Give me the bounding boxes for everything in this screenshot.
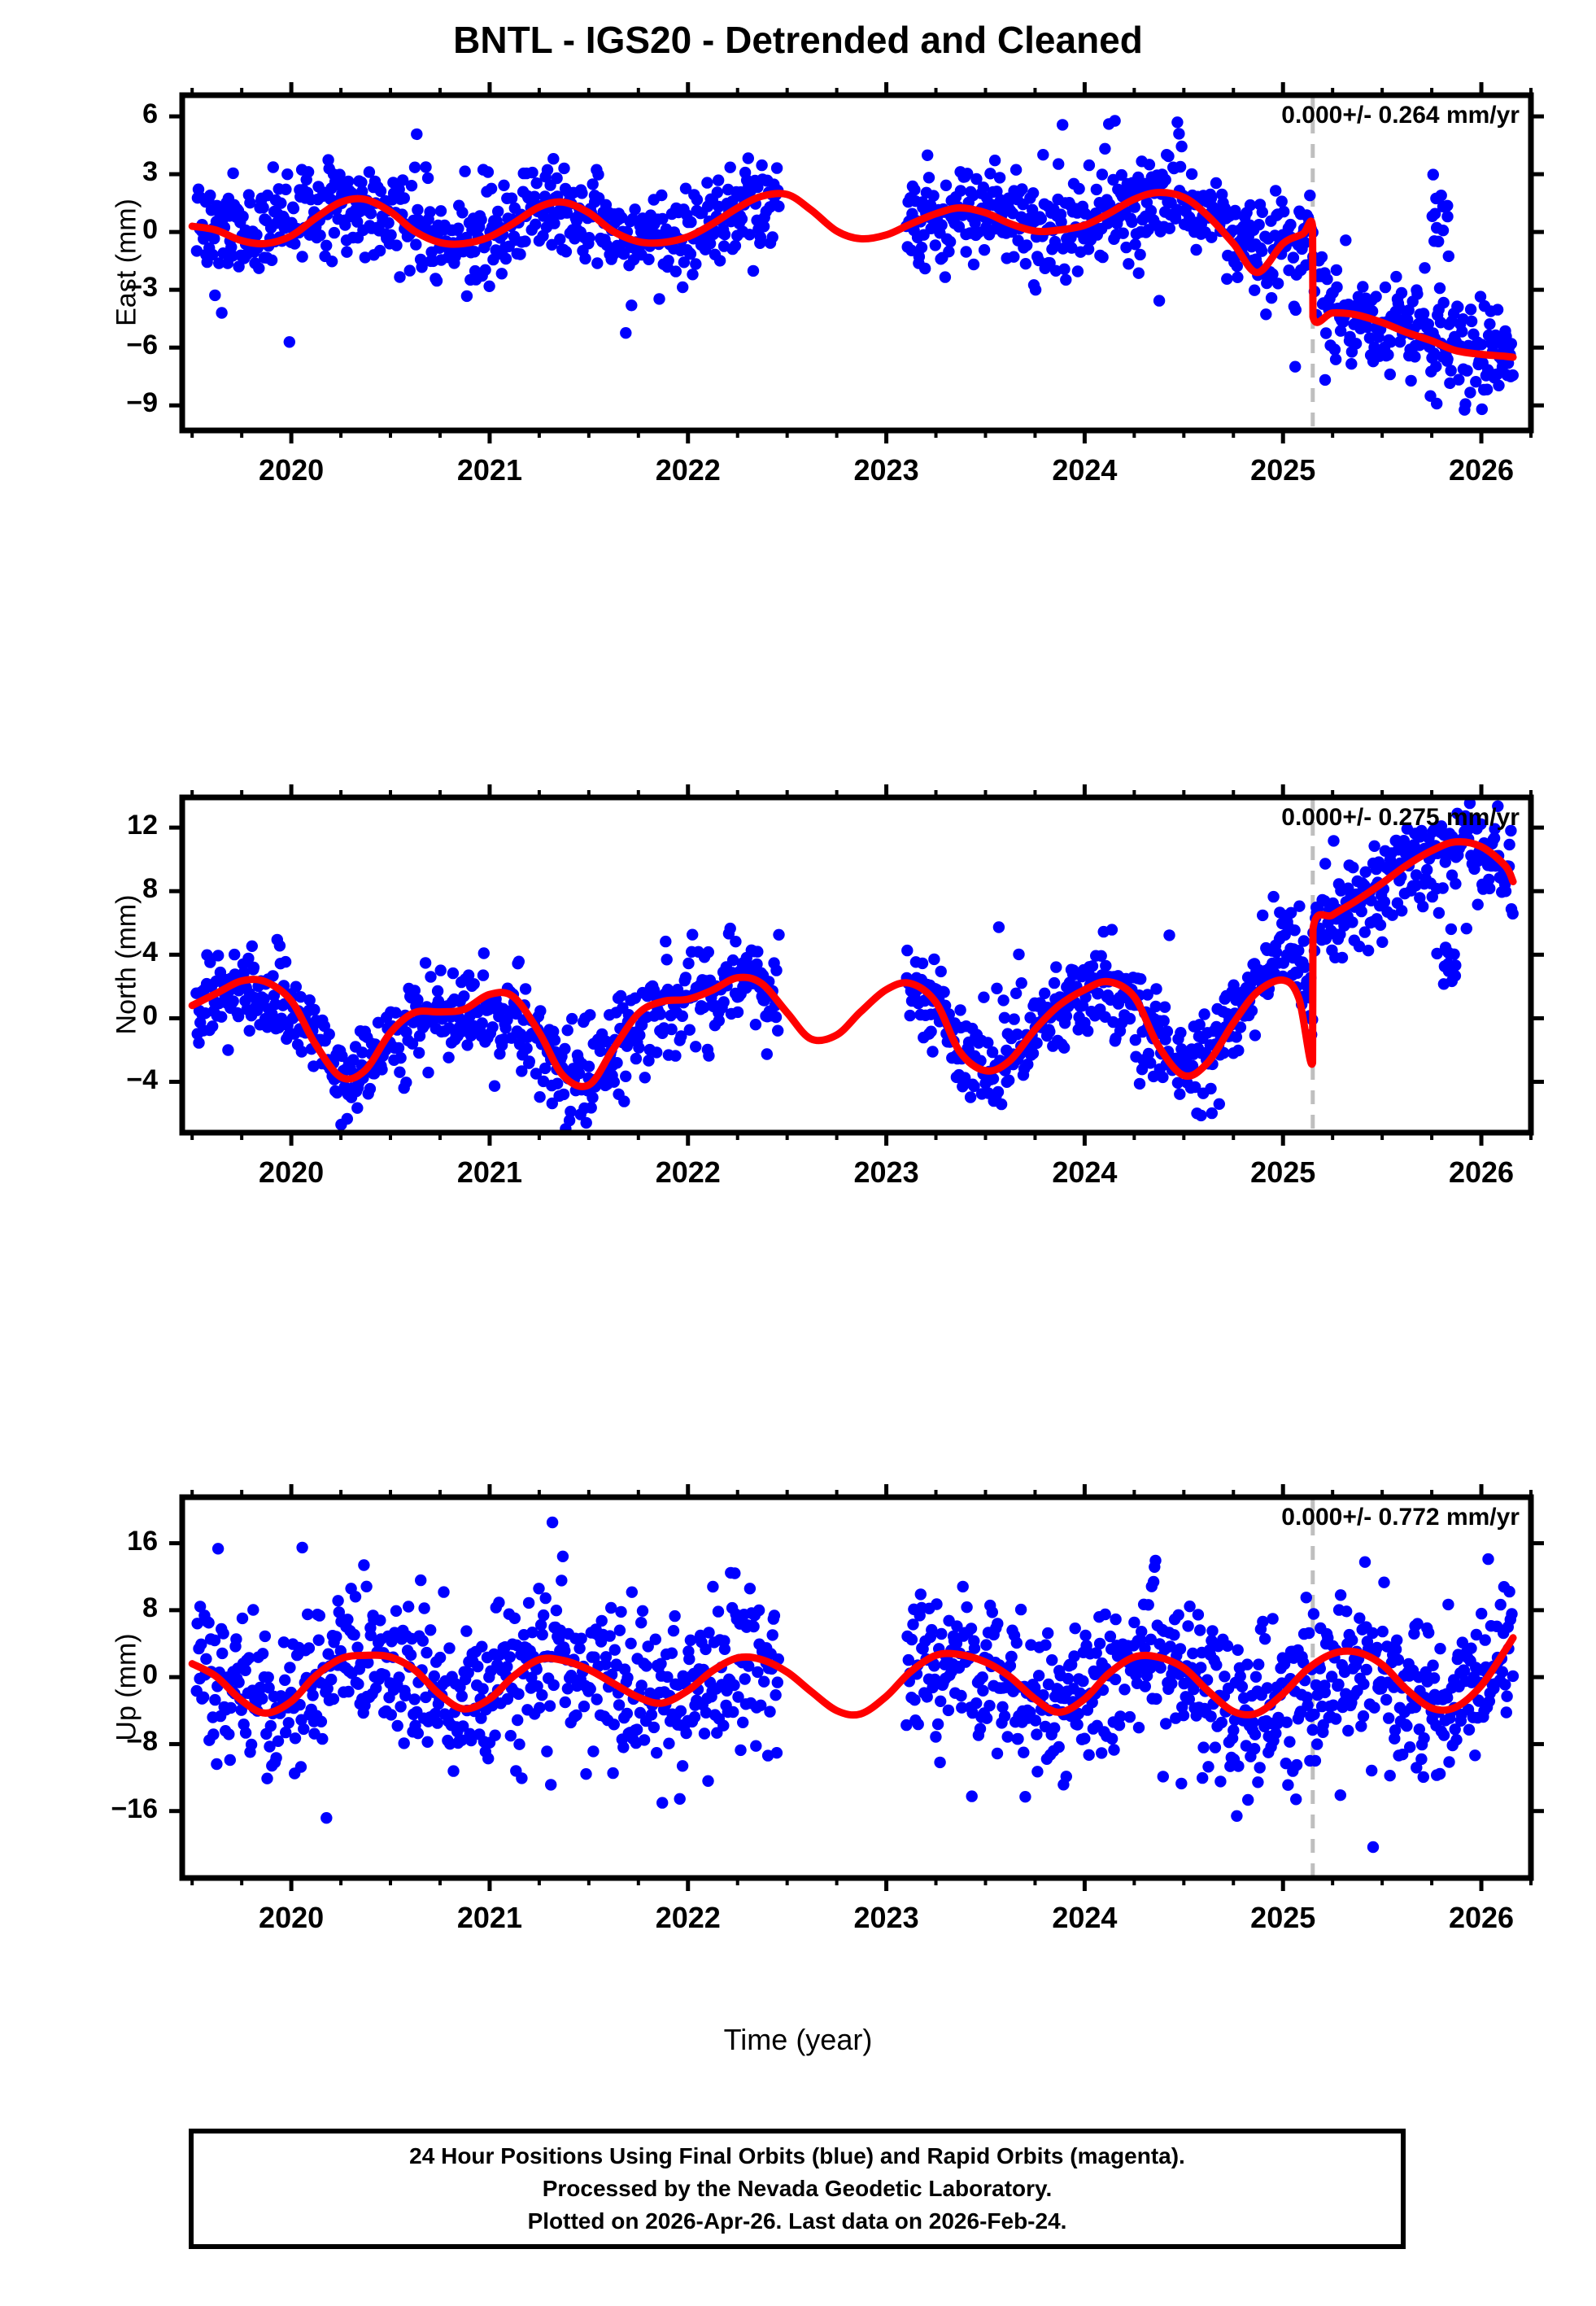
footer-line-3: Plotted on 2026-Apr-26. Last data on 202… bbox=[527, 2208, 1067, 2234]
y-tick-label-east-5: −9 bbox=[126, 387, 158, 419]
y-tick-label-up-3: −8 bbox=[126, 1726, 158, 1758]
rate-annotation-north: 0.000+/- 0.275 mm/yr bbox=[1281, 804, 1520, 831]
model-curve-east bbox=[188, 189, 1517, 361]
y-tick-label-north-0: 12 bbox=[127, 810, 158, 841]
y-tick-label-up-1: 8 bbox=[142, 1592, 158, 1623]
x-tick-label-up-2: 2022 bbox=[655, 1901, 721, 1934]
y-tick-label-east-4: −6 bbox=[126, 330, 158, 361]
plot-area-east bbox=[169, 82, 1544, 443]
panel-north: 12 8 4 0 −4 North (mm) 0.000+/- 0.275 mm/yr 202… bbox=[111, 784, 1544, 1189]
x-tick-label-north-6: 2026 bbox=[1448, 1155, 1515, 1189]
x-tick-label-up-0: 2020 bbox=[259, 1901, 325, 1934]
data-points-north bbox=[190, 797, 1519, 1133]
page-title: BNTL - IGS20 - Detrended and Cleaned bbox=[453, 19, 1143, 61]
y-tick-label-east-0: 6 bbox=[142, 98, 158, 130]
x-tick-label-north-5: 2025 bbox=[1250, 1155, 1316, 1189]
footer-note-box: 24 Hour Positions Using Final Orbits (bl… bbox=[189, 2129, 1406, 2249]
plot-frame-east bbox=[179, 92, 1534, 434]
x-tick-label-up-3: 2023 bbox=[853, 1901, 919, 1934]
plot-area-up bbox=[169, 1484, 1544, 1891]
y-tick-label-up-4: −16 bbox=[111, 1793, 158, 1824]
x-tick-label-north-4: 2024 bbox=[1052, 1155, 1118, 1189]
plot-frame-up bbox=[179, 1494, 1534, 1881]
x-tick-label-east-2: 2022 bbox=[655, 453, 721, 487]
y-tick-label-east-1: 3 bbox=[142, 156, 158, 188]
panel-up: 16 8 0 −8 −16 Up (mm) 0.000+/- 0.772 mm/yr 2020… bbox=[111, 1484, 1544, 1934]
x-tick-label-east-5: 2025 bbox=[1250, 453, 1316, 487]
plot-area-north bbox=[169, 784, 1544, 1146]
x-tick-label-up-6: 2026 bbox=[1448, 1901, 1515, 1934]
y-tick-label-north-1: 8 bbox=[142, 873, 158, 905]
x-tick-label-north-1: 2021 bbox=[456, 1155, 522, 1189]
model-curve-up bbox=[188, 1634, 1517, 1719]
data-points-east bbox=[190, 115, 1520, 416]
panel-east: 6 3 0 −3 −6 −9 East (mm) 0.000+/- 0.264 mm/yr 20… bbox=[111, 82, 1544, 487]
x-tick-label-east-3: 2023 bbox=[853, 453, 919, 487]
x-tick-label-north-0: 2020 bbox=[259, 1155, 325, 1189]
y-axis-label-up: Up (mm) bbox=[111, 1633, 142, 1741]
rate-annotation-up: 0.000+/- 0.772 mm/yr bbox=[1281, 1504, 1520, 1531]
y-axis-label-north: North (mm) bbox=[111, 894, 142, 1035]
y-tick-label-north-2: 4 bbox=[142, 937, 158, 968]
x-tick-label-east-4: 2024 bbox=[1052, 453, 1118, 487]
x-tick-label-north-2: 2022 bbox=[655, 1155, 721, 1189]
plot-frame-north bbox=[179, 794, 1534, 1136]
y-tick-label-east-3: −3 bbox=[126, 272, 158, 304]
y-axis-label-east: East (mm) bbox=[111, 199, 142, 326]
x-tick-label-up-1: 2021 bbox=[456, 1901, 522, 1934]
x-axis-label: Time (year) bbox=[723, 2023, 873, 2056]
x-tick-label-up-5: 2025 bbox=[1250, 1901, 1316, 1934]
y-tick-label-up-0: 16 bbox=[127, 1525, 158, 1557]
y-tick-label-north-4: −4 bbox=[126, 1063, 158, 1095]
y-tick-label-east-2: 0 bbox=[142, 214, 158, 246]
x-tick-label-east-0: 2020 bbox=[259, 453, 325, 487]
x-tick-label-east-1: 2021 bbox=[456, 453, 522, 487]
data-points-up bbox=[190, 1516, 1520, 1854]
x-tick-label-east-6: 2026 bbox=[1448, 453, 1515, 487]
x-tick-label-up-4: 2024 bbox=[1052, 1901, 1118, 1934]
y-tick-label-north-3: 0 bbox=[142, 1000, 158, 1032]
footer-line-2: Processed by the Nevada Geodetic Laborat… bbox=[542, 2176, 1053, 2202]
y-tick-label-up-2: 0 bbox=[142, 1659, 158, 1691]
x-tick-label-north-3: 2023 bbox=[853, 1155, 919, 1189]
footer-line-1: 24 Hour Positions Using Final Orbits (bl… bbox=[409, 2143, 1185, 2169]
rate-annotation-east: 0.000+/- 0.264 mm/yr bbox=[1281, 102, 1520, 129]
model-curve-north bbox=[188, 837, 1517, 1090]
